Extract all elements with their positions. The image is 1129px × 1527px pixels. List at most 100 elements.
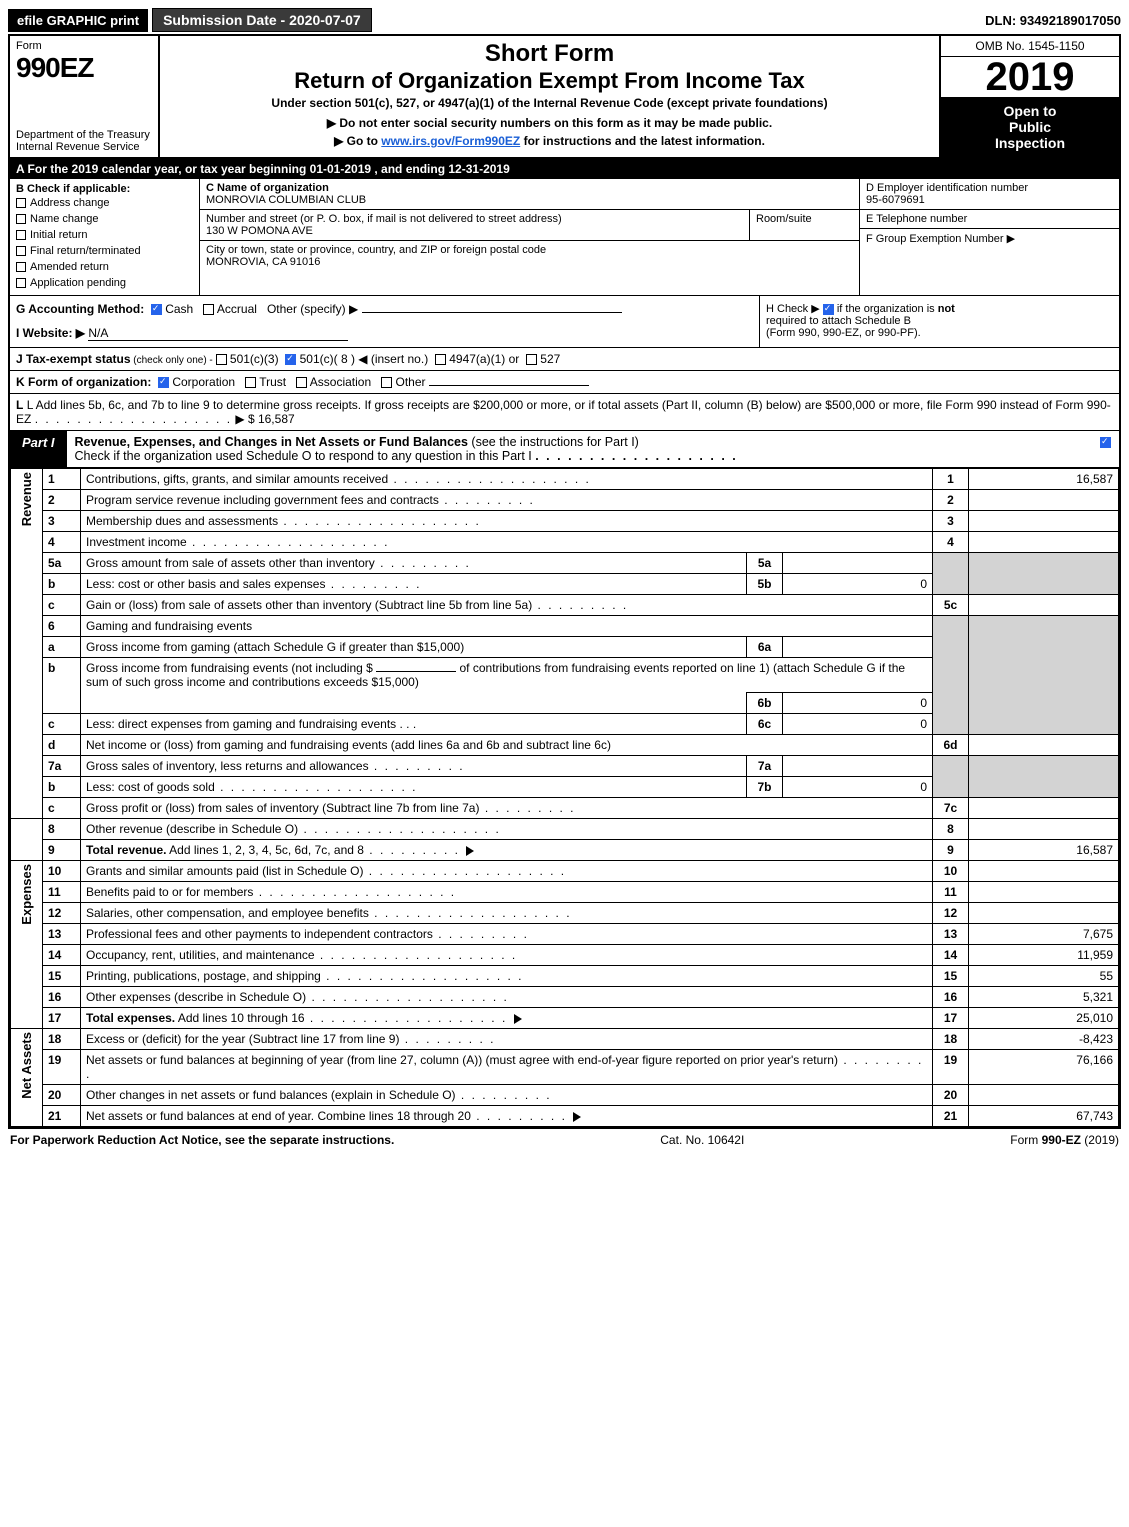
- opt-amended-return: Amended return: [30, 261, 109, 273]
- line-amount: [969, 819, 1119, 840]
- checkbox-h[interactable]: [823, 304, 834, 315]
- checkbox-final-return[interactable]: [16, 246, 26, 256]
- amount-input[interactable]: [376, 671, 456, 672]
- g-label: G Accounting Method:: [16, 302, 144, 316]
- sub-amount: 0: [783, 777, 933, 798]
- sub-ref: 7a: [747, 756, 783, 777]
- arrow-icon: [514, 1014, 522, 1024]
- line-amount: 25,010: [969, 1008, 1119, 1029]
- sub-ref: 6b: [747, 693, 783, 714]
- g-other-input[interactable]: [362, 312, 622, 313]
- irs-label: Internal Revenue Service: [16, 141, 152, 153]
- line-ref: 8: [933, 819, 969, 840]
- checkbox-name-change[interactable]: [16, 214, 26, 224]
- table-row: 15 Printing, publications, postage, and …: [11, 966, 1119, 987]
- paperwork-notice: For Paperwork Reduction Act Notice, see …: [10, 1133, 394, 1147]
- line-amount: [969, 735, 1119, 756]
- line-number: 1: [43, 469, 81, 490]
- line-amount: [969, 1085, 1119, 1106]
- irs-link[interactable]: www.irs.gov/Form990EZ: [381, 134, 520, 148]
- top-bar: efile GRAPHIC print Submission Date - 20…: [8, 8, 1121, 32]
- line-number: c: [43, 798, 81, 819]
- checkbox-accrual[interactable]: [203, 304, 214, 315]
- line-number: 15: [43, 966, 81, 987]
- table-row: 20 Other changes in net assets or fund b…: [11, 1085, 1119, 1106]
- line-desc: Total expenses. Add lines 10 through 16: [81, 1008, 933, 1029]
- checkbox-other-org[interactable]: [381, 377, 392, 388]
- table-row: Net Assets 18 Excess or (deficit) for th…: [11, 1029, 1119, 1050]
- table-row: 4 Investment income 4: [11, 532, 1119, 553]
- line-number: 16: [43, 987, 81, 1008]
- line-desc: Gross sales of inventory, less returns a…: [81, 756, 747, 777]
- line-desc: Gross income from gaming (attach Schedul…: [81, 637, 747, 658]
- part-1-title-note: (see the instructions for Part I): [468, 435, 639, 449]
- checkbox-initial-return[interactable]: [16, 230, 26, 240]
- checkbox-501c3[interactable]: [216, 354, 227, 365]
- topbar-left: efile GRAPHIC print Submission Date - 20…: [8, 8, 372, 32]
- checkbox-4947[interactable]: [435, 354, 446, 365]
- line-number: 2: [43, 490, 81, 511]
- checkbox-application-pending[interactable]: [16, 278, 26, 288]
- line-desc: Grants and similar amounts paid (list in…: [81, 861, 933, 882]
- line-number: c: [43, 595, 81, 616]
- form-header: Form 990EZ Department of the Treasury In…: [10, 36, 1119, 159]
- checkbox-501c[interactable]: [285, 354, 296, 365]
- line-desc: Benefits paid to or for members: [81, 882, 933, 903]
- line-desc: Salaries, other compensation, and employ…: [81, 903, 933, 924]
- grey-cell: [969, 553, 1119, 595]
- line-amount: 5,321: [969, 987, 1119, 1008]
- c-city-label: City or town, state or province, country…: [206, 244, 546, 256]
- opt-final-return: Final return/terminated: [30, 245, 141, 257]
- financial-table: Revenue 1 Contributions, gifts, grants, …: [10, 468, 1119, 1127]
- line-amount: 76,166: [969, 1050, 1119, 1085]
- part-1-checkbox-cell: [1092, 431, 1119, 467]
- sub-amount: [783, 756, 933, 777]
- line-number: a: [43, 637, 81, 658]
- line-desc: Gaming and fundraising events: [81, 616, 933, 637]
- k-other-input[interactable]: [429, 385, 589, 386]
- k-o2: Trust: [259, 375, 286, 389]
- checkbox-corporation[interactable]: [158, 377, 169, 388]
- block-b: B Check if applicable: Address change Na…: [10, 179, 200, 295]
- line-amount: [969, 595, 1119, 616]
- checkbox-527[interactable]: [526, 354, 537, 365]
- grey-cell: [933, 616, 969, 735]
- sub-ref: 6c: [747, 714, 783, 735]
- block-b-label: B Check if applicable:: [16, 183, 193, 195]
- table-row: 6 Gaming and fundraising events: [11, 616, 1119, 637]
- line-desc: Gross profit or (loss) from sales of inv…: [81, 798, 933, 819]
- form-container: Form 990EZ Department of the Treasury In…: [8, 34, 1121, 1129]
- table-row: 14 Occupancy, rent, utilities, and maint…: [11, 945, 1119, 966]
- checkbox-trust[interactable]: [245, 377, 256, 388]
- line-amount: [969, 903, 1119, 924]
- line-desc: Gross amount from sale of assets other t…: [81, 553, 747, 574]
- g-other: Other (specify) ▶: [267, 302, 358, 316]
- line-amount: 7,675: [969, 924, 1119, 945]
- line-amount: 11,959: [969, 945, 1119, 966]
- line-number: b: [43, 658, 81, 714]
- h-line3: (Form 990, 990-EZ, or 990-PF).: [766, 327, 921, 339]
- grey-cell: [933, 553, 969, 595]
- line-ref: 10: [933, 861, 969, 882]
- checkbox-association[interactable]: [296, 377, 307, 388]
- checkbox-address-change[interactable]: [16, 198, 26, 208]
- line-amount: 16,587: [969, 469, 1119, 490]
- open-inspection: Open to Public Inspection: [941, 97, 1119, 157]
- cat-number: Cat. No. 10642I: [660, 1133, 744, 1147]
- goto-post: for instructions and the latest informat…: [520, 134, 765, 148]
- line-ref: 17: [933, 1008, 969, 1029]
- checkbox-cash[interactable]: [151, 304, 162, 315]
- j-note: (check only one) -: [131, 355, 216, 366]
- arrow-icon: [466, 846, 474, 856]
- g-accrual: Accrual: [217, 302, 257, 316]
- table-row: 2 Program service revenue including gove…: [11, 490, 1119, 511]
- h-not: not: [938, 303, 955, 315]
- checkbox-amended-return[interactable]: [16, 262, 26, 272]
- efile-print-button[interactable]: efile GRAPHIC print: [8, 9, 148, 32]
- grey-cell: [969, 756, 1119, 798]
- sub-ref: 5b: [747, 574, 783, 595]
- grey-cell: [969, 616, 1119, 735]
- c-name-label: C Name of organization: [206, 182, 329, 194]
- checkbox-schedule-o[interactable]: [1100, 437, 1111, 448]
- line-number: 21: [43, 1106, 81, 1127]
